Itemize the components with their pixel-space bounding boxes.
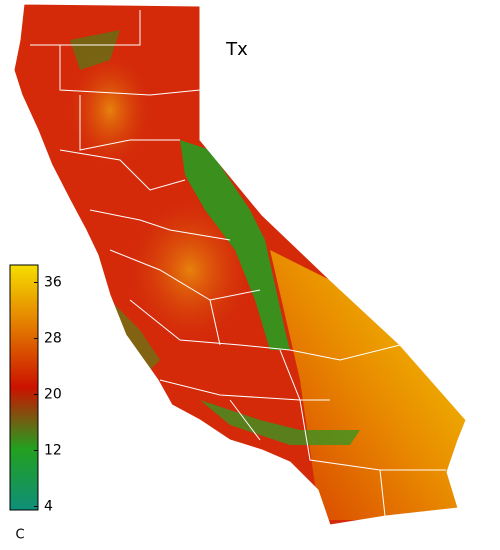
colorbar-tick-label: 20 xyxy=(44,387,62,403)
colorbar-tick-label: 4 xyxy=(44,499,53,515)
colorbar xyxy=(9,264,39,511)
colorbar-tick-label: 36 xyxy=(44,275,62,291)
colorbar-unit: C xyxy=(15,528,24,543)
colorbar-tick-label: 12 xyxy=(44,443,62,459)
map-title: Tx xyxy=(225,39,248,60)
county-lines xyxy=(13,3,467,526)
colorbar-tick-label: 28 xyxy=(44,331,62,347)
